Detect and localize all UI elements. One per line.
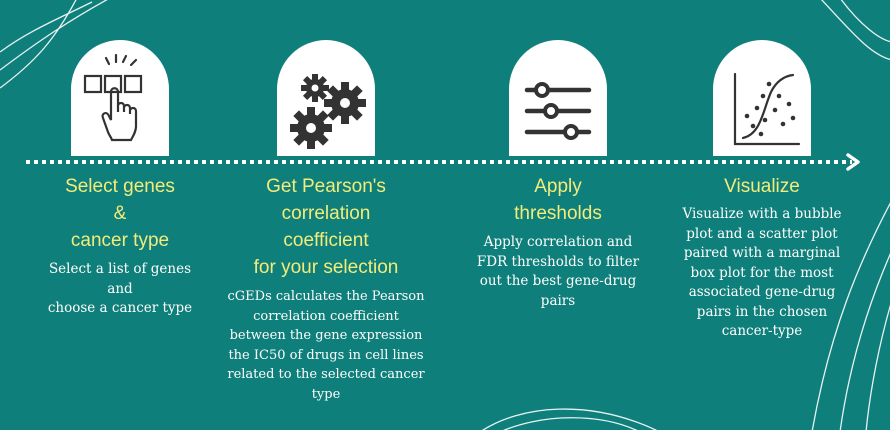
step-4-title-line: Visualize	[724, 176, 800, 197]
sliders-icon	[524, 82, 592, 140]
step-1-desc-line: and	[107, 280, 133, 297]
step-3-desc-line: out the best gene-drug	[479, 273, 637, 289]
step-4-desc-line: cancer-type	[721, 323, 803, 339]
step-3-description: Apply correlation and FDR thresholds to …	[456, 233, 660, 311]
step-1-title: Select genes & cancer type	[20, 173, 220, 254]
step-1-title-line: Select genes	[65, 176, 175, 197]
step-3-title-line: Apply	[534, 176, 582, 197]
step-1-description: Select a list of genes and choose a canc…	[20, 260, 220, 319]
step-2-title-line: coefficient	[283, 230, 369, 251]
step-1-title-line: cancer type	[70, 230, 170, 251]
step-4-title: Visualize	[662, 173, 862, 200]
step-2-title-line: correlation	[281, 203, 371, 224]
step-2-desc-line: between the gene expression	[229, 328, 423, 343]
step-1-title-line: &	[113, 203, 127, 224]
step-2-desc-line: type	[311, 386, 341, 402]
step-3-title-line: thresholds	[514, 203, 602, 224]
step-1-desc-line: choose a cancer type	[47, 300, 193, 316]
step-4-icon-panel	[713, 40, 811, 156]
step-4-desc-line: box plot for the most	[690, 264, 834, 281]
step-2-desc-line: the IC50 of drugs in cell lines	[228, 347, 424, 363]
step-4-description: Visualize with a bubble plot and a scatt…	[662, 205, 862, 342]
timeline-arrow	[26, 153, 860, 171]
step-1-desc-line: Select a list of genes	[48, 261, 192, 277]
scatter-plot-icon	[733, 72, 801, 146]
step-2-desc-line: correlation coefficient	[253, 308, 399, 324]
step-2-desc-line: related to the selected cancer	[227, 367, 425, 382]
step-3-icon-panel	[509, 40, 607, 156]
step-2-title-line: Get Pearson's	[266, 176, 386, 197]
step-4-desc-line: Visualize with a bubble	[682, 206, 842, 222]
step-3-desc-line: pairs	[540, 292, 576, 309]
step-3-title: Apply thresholds	[456, 173, 660, 227]
step-2-desc-line: cGEDs calculates the Pearson	[227, 289, 425, 304]
step-4-desc-line: pairs in the chosen	[696, 303, 828, 320]
step-3-desc-line: FDR thresholds to filter	[476, 253, 640, 270]
hand-select-icon	[83, 53, 143, 142]
step-3-desc-line: Apply correlation and	[483, 234, 633, 250]
gears-icon	[290, 74, 366, 149]
step-4-desc-line: associated gene-drug	[688, 284, 836, 300]
step-2-title: Get Pearson's correlation coefficient fo…	[225, 173, 427, 281]
step-2-icon-panel	[277, 40, 375, 156]
step-1-icon-panel	[71, 40, 169, 156]
step-4-desc-line: paired with a marginal	[683, 245, 841, 261]
step-2-description: cGEDs calculates the Pearson correlation…	[225, 287, 427, 404]
step-4-desc-line: plot and a scatter plot	[686, 225, 838, 242]
step-2-title-line: for your selection	[253, 257, 399, 278]
